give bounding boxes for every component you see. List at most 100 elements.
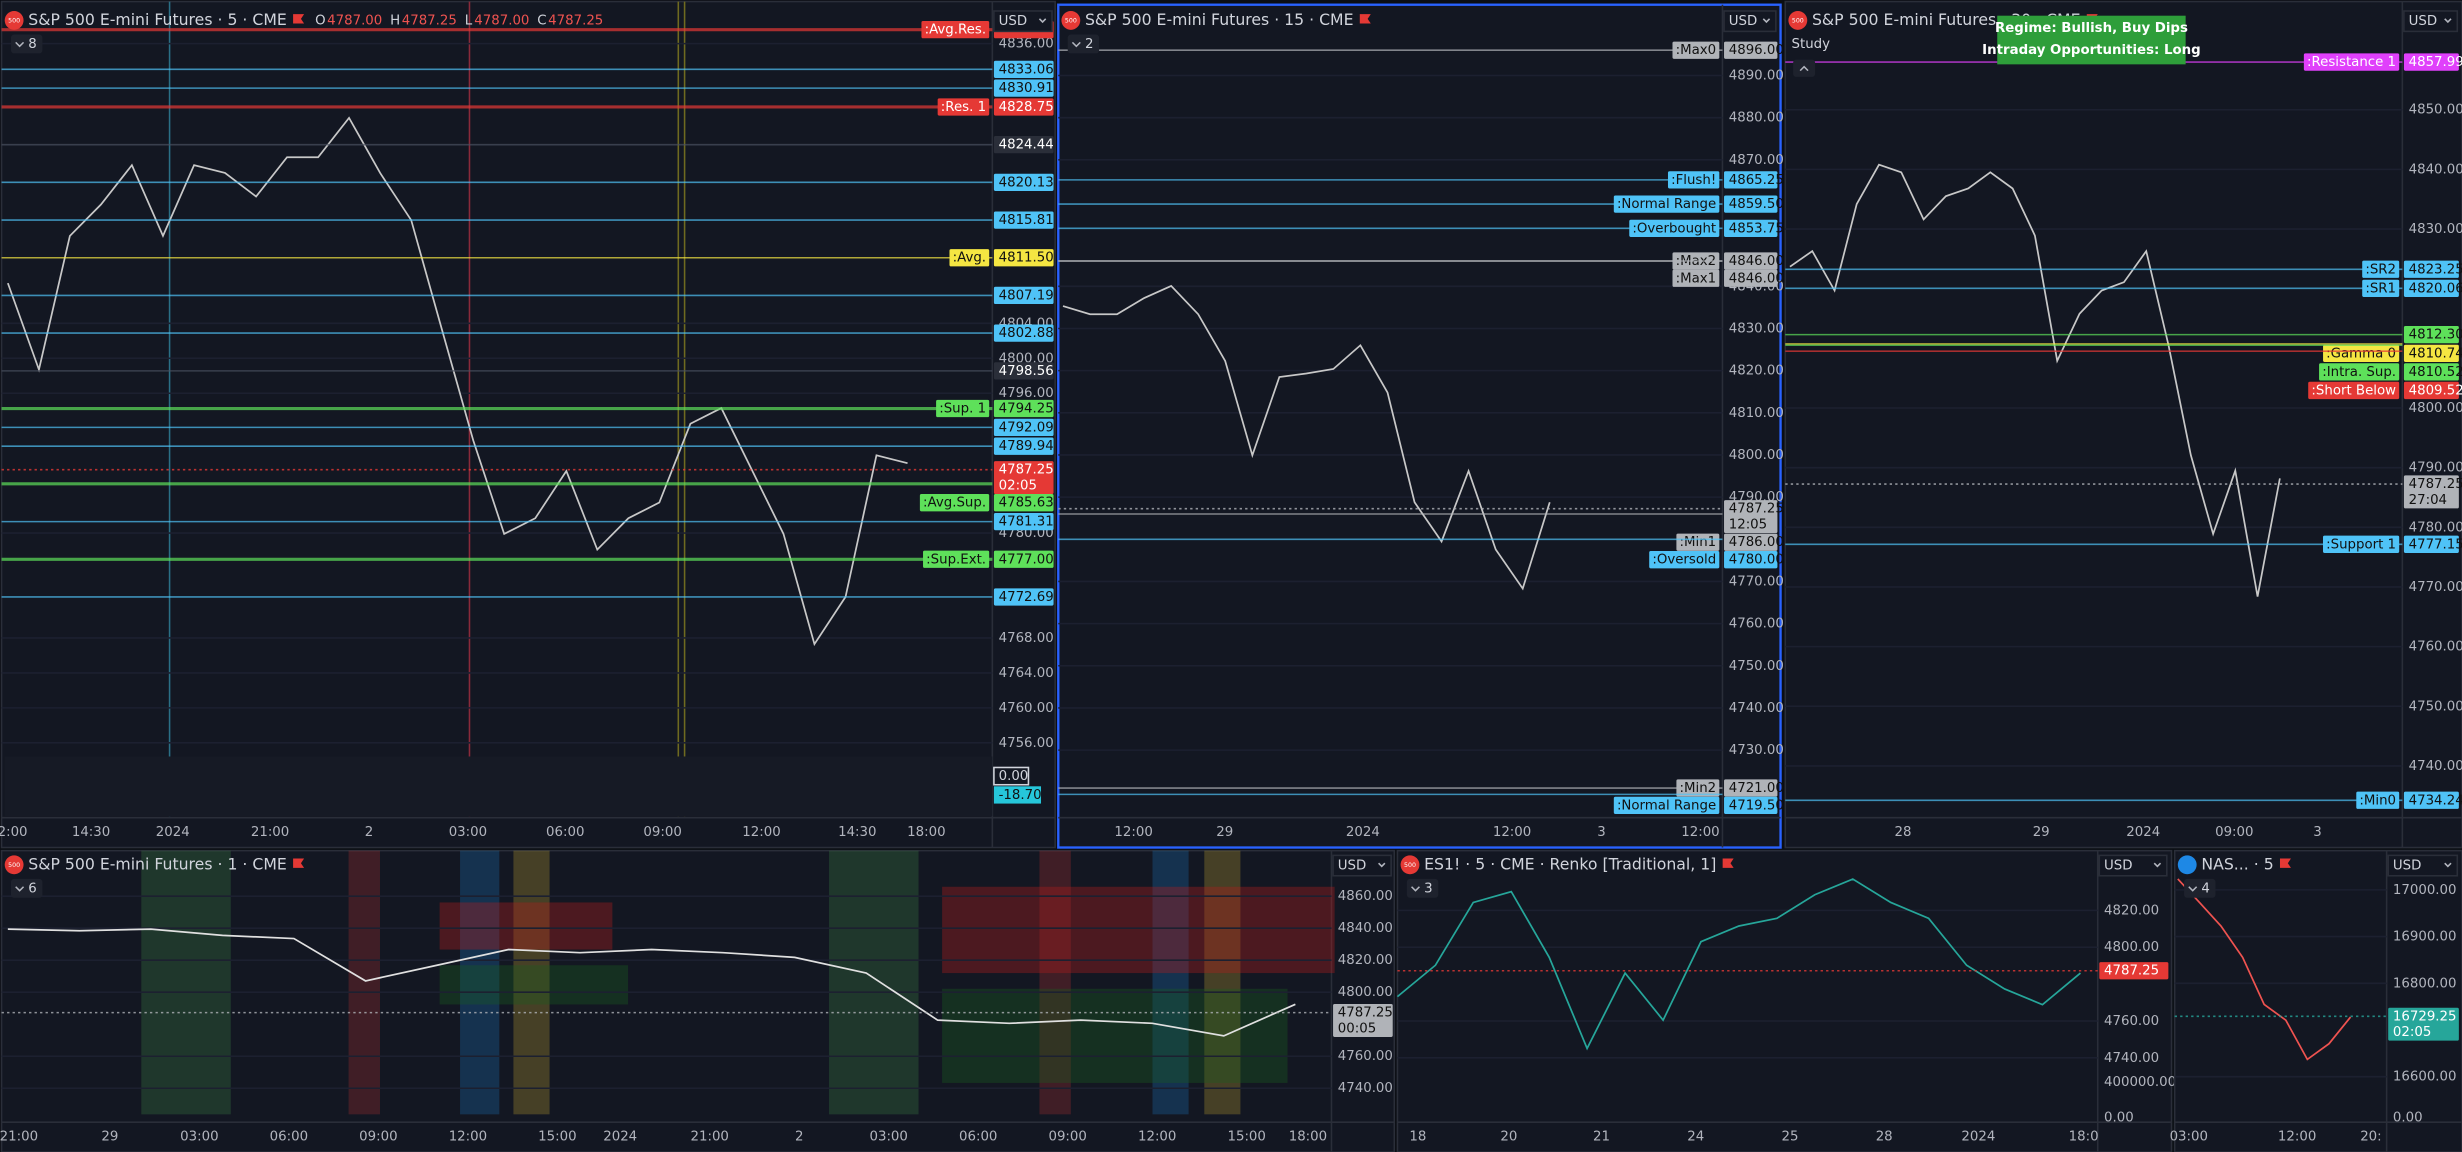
currency-selector[interactable] — [2403, 10, 2459, 33]
level-name-box — [1667, 171, 1720, 189]
indicator-toggle[interactable] — [2184, 878, 2216, 898]
time-label: 29 — [2033, 825, 2050, 840]
y-tick-label: 16600.00 — [2393, 1070, 2457, 1085]
time-label: 18:0 — [2069, 1129, 2099, 1144]
level-price-label: 4721.00 — [1729, 781, 1784, 796]
time-label: 2024 — [1961, 1129, 1995, 1144]
y-tick-label: 4790.00 — [2409, 461, 2462, 476]
currency-selector[interactable] — [1723, 10, 1777, 33]
level-name: :Support 1 — [2326, 537, 2396, 552]
time-label: 21 — [1593, 1129, 1610, 1144]
indicator-toggle[interactable] — [10, 34, 43, 54]
indicator-label: -18.70 — [999, 788, 1042, 803]
y-tick-label: 17000.00 — [2393, 883, 2457, 898]
y-tick-label: 4800.00 — [2409, 401, 2462, 416]
time-label: 28 — [1895, 825, 1912, 840]
current-price-box — [2388, 1007, 2459, 1041]
level-name: :Oversold — [1652, 553, 1716, 568]
ohlc-value: 4787.00 — [474, 13, 529, 28]
level-price-label: 4853.75 — [1729, 221, 1784, 236]
panel-background — [1057, 3, 1782, 849]
y-tick-label: 4870.00 — [1729, 153, 1784, 168]
chart-panel: 4836.004804.004800.004796.004780.004768.… — [0, 0, 1056, 849]
session-band — [1152, 850, 1189, 1115]
level-name: :Sup.Ext. — [926, 552, 986, 567]
countdown-label: 02:05 — [2393, 1025, 2431, 1040]
chart-panel: 4860.00 4840.00 4820.00 4800.00 4760.00 4740.… — [0, 849, 1396, 1152]
symbol-badge-label: 500 — [8, 17, 20, 24]
flag-icon — [2279, 858, 2291, 868]
level-name: :SR1 — [2365, 281, 2396, 296]
y-tick-label: 4740.00 — [2409, 759, 2462, 774]
level-name: :Resistance 1 — [2307, 55, 2396, 70]
indicator-toggle[interactable] — [1406, 878, 1439, 898]
indicator-label: 0.00 — [999, 769, 1029, 784]
time-label: 18:00 — [907, 825, 945, 840]
collapse-button[interactable] — [1793, 59, 1816, 77]
indicator-toggle[interactable] — [10, 878, 43, 898]
level-price-box — [2403, 791, 2459, 809]
time-label: 15:00 — [1227, 1129, 1265, 1144]
panel-background — [2173, 849, 2462, 1152]
currency-selector[interactable] — [2098, 854, 2168, 877]
panel-background — [1396, 849, 2173, 1152]
level-price-label: 4734.24 — [2409, 793, 2462, 808]
current-price-box — [2403, 475, 2459, 509]
level-name-box — [2362, 260, 2400, 278]
indicator-count: 4 — [2201, 881, 2209, 896]
countdown-label: 27:04 — [2409, 493, 2447, 508]
symbol-badge — [1788, 10, 1808, 30]
level-price-label: 4789.94 — [999, 439, 1054, 454]
level-name: :Normal Range — [1617, 197, 1716, 212]
symbol-badge — [1400, 855, 1420, 875]
time-label: 12:00 — [449, 1129, 487, 1144]
level-price-box — [1724, 252, 1778, 270]
indicator-value-box — [993, 786, 1042, 804]
level-price-label: 4896.00 — [1729, 43, 1784, 58]
ohlc-key: H — [390, 13, 400, 28]
chevron — [1378, 862, 1386, 868]
y-tick-label: 4770.00 — [2409, 580, 2462, 595]
zone-band — [439, 965, 629, 1005]
countdown-label: 02:05 — [999, 478, 1037, 493]
level-price-label: 4785.63 — [999, 496, 1054, 511]
chevron — [2444, 862, 2452, 868]
price-line — [7, 116, 908, 647]
currency-selector[interactable] — [993, 10, 1053, 33]
level-name: :Max0 — [1676, 43, 1717, 58]
level-name-box — [2322, 535, 2400, 553]
currency-selector[interactable] — [1332, 854, 1392, 877]
y-tick-label: 4740.00 — [1729, 701, 1784, 716]
time-label: 09:00 — [2215, 825, 2253, 840]
session-band — [348, 850, 380, 1115]
time-label: 3 — [1597, 825, 1605, 840]
level-price-label: 4865.25 — [1729, 173, 1784, 188]
annotation-line: Intraday Opportunities: Long — [1982, 43, 2201, 58]
y-tick-label: 4780.00 — [2409, 520, 2462, 535]
symbol-badge-label: 500 — [1065, 17, 1077, 24]
symbol-badge — [4, 10, 24, 30]
y-tick-label: 4768.00 — [999, 631, 1054, 646]
level-price-box — [2403, 363, 2459, 381]
y-tick-label: 16800.00 — [2393, 976, 2457, 991]
current-price-label: 16729.25 — [2393, 1009, 2457, 1024]
level-price-label: 4859.50 — [1729, 197, 1784, 212]
level-price-label: 4812.30 — [2409, 328, 2462, 343]
chevron — [1762, 18, 1771, 24]
indicator-count: 6 — [28, 881, 36, 896]
level-name: :Avg. — [953, 251, 986, 266]
level-price-box — [2403, 535, 2459, 553]
indicator-count: 3 — [1424, 881, 1432, 896]
level-name-box — [1672, 41, 1720, 59]
level-price-box — [993, 324, 1054, 342]
chevron — [2188, 886, 2198, 892]
y-tick-label: 4820.00 — [1729, 364, 1784, 379]
chart-title: S&P 500 E-mini Futures · 15 · CME — [1085, 10, 1354, 29]
y-tick-label: 4760.00 — [2409, 640, 2462, 655]
currency-selector[interactable] — [2387, 854, 2459, 877]
symbol-badge-label: 500 — [1404, 862, 1416, 869]
level-name-box — [1649, 551, 1720, 569]
level-price-box — [1724, 171, 1778, 189]
indicator-toggle[interactable] — [1067, 34, 1100, 54]
